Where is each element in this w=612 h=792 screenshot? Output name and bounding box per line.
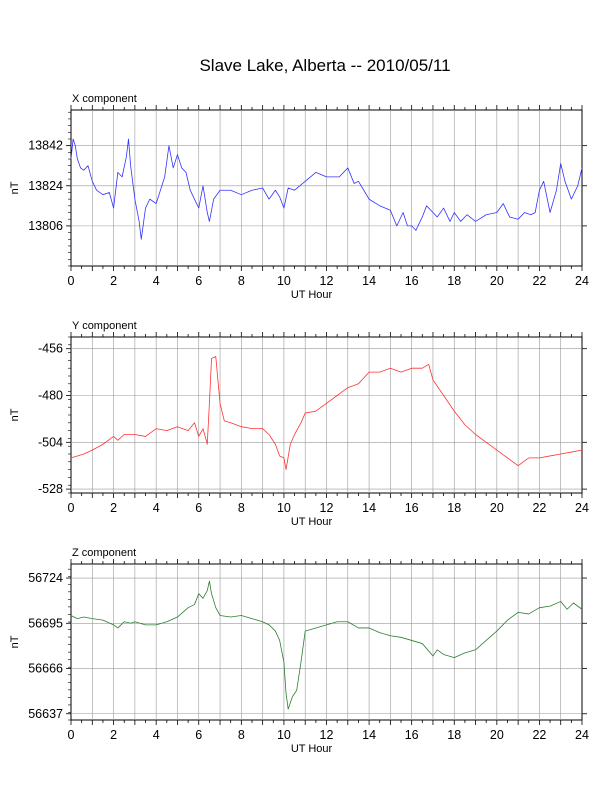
page-title: Slave Lake, Alberta -- 2010/05/11 (199, 56, 451, 75)
x-tick-label: 10 (277, 501, 291, 515)
x-tick-label: 4 (153, 274, 160, 288)
x-tick-label: 18 (447, 274, 461, 288)
series-line (70, 138, 583, 240)
x-tick-label: 14 (362, 501, 376, 515)
x-tick-label: 16 (405, 728, 419, 742)
series-line (70, 356, 583, 471)
y-tick-label: 13806 (28, 219, 63, 233)
x-tick-label: 8 (238, 501, 245, 515)
x-axis-label: UT Hour (291, 289, 333, 301)
y-tick-label: 56666 (28, 662, 63, 676)
panel-label: Z component (72, 547, 136, 559)
x-tick-label: 6 (195, 501, 202, 515)
x-tick-label: 0 (68, 274, 75, 288)
y-tick-label: 56695 (28, 616, 63, 630)
x-tick-label: 24 (575, 501, 589, 515)
x-tick-label: 2 (110, 501, 117, 515)
x-tick-label: 18 (447, 501, 461, 515)
x-tick-label: 24 (575, 274, 589, 288)
x-tick-label: 8 (238, 728, 245, 742)
x-axis-label: UT Hour (291, 516, 333, 528)
x-tick-label: 18 (447, 728, 461, 742)
x-axis-label: UT Hour (291, 743, 333, 755)
y-axis-label: nT (9, 635, 21, 648)
x-tick-label: 14 (362, 728, 376, 742)
x-tick-label: 16 (405, 501, 419, 515)
x-tick-label: 2 (110, 274, 117, 288)
x-tick-label: 16 (405, 274, 419, 288)
x-tick-label: 22 (532, 501, 546, 515)
y-tick-label: -528 (38, 482, 63, 496)
x-tick-label: 4 (153, 501, 160, 515)
y-axis-label: nT (9, 408, 21, 421)
y-axis-label: nT (9, 181, 21, 194)
y-tick-label: 56724 (28, 571, 63, 585)
x-tick-label: 0 (68, 728, 75, 742)
series-line (70, 580, 583, 710)
x-tick-label: 8 (238, 274, 245, 288)
x-tick-label: 2 (110, 728, 117, 742)
x-tick-label: 20 (490, 274, 504, 288)
y-tick-label: 56637 (28, 707, 63, 721)
x-tick-label: 6 (195, 274, 202, 288)
y-tick-label: 13824 (28, 179, 63, 193)
panel-label: Y component (72, 320, 137, 332)
y-tick-label: -480 (38, 389, 63, 403)
x-tick-label: 4 (153, 728, 160, 742)
y-tick-label: -456 (38, 342, 63, 356)
x-tick-label: 14 (362, 274, 376, 288)
x-tick-label: 12 (320, 501, 334, 515)
x-tick-label: 20 (490, 501, 504, 515)
x-tick-label: 22 (532, 274, 546, 288)
x-tick-label: 24 (575, 728, 589, 742)
x-tick-label: 10 (277, 274, 291, 288)
x-tick-label: 12 (320, 274, 334, 288)
y-tick-label: 13842 (28, 139, 63, 153)
x-tick-label: 6 (195, 728, 202, 742)
x-tick-label: 22 (532, 728, 546, 742)
x-tick-label: 0 (68, 501, 75, 515)
y-tick-label: -504 (38, 435, 63, 449)
x-tick-label: 20 (490, 728, 504, 742)
x-tick-label: 10 (277, 728, 291, 742)
panel-label: X component (72, 93, 137, 105)
x-tick-label: 12 (320, 728, 334, 742)
